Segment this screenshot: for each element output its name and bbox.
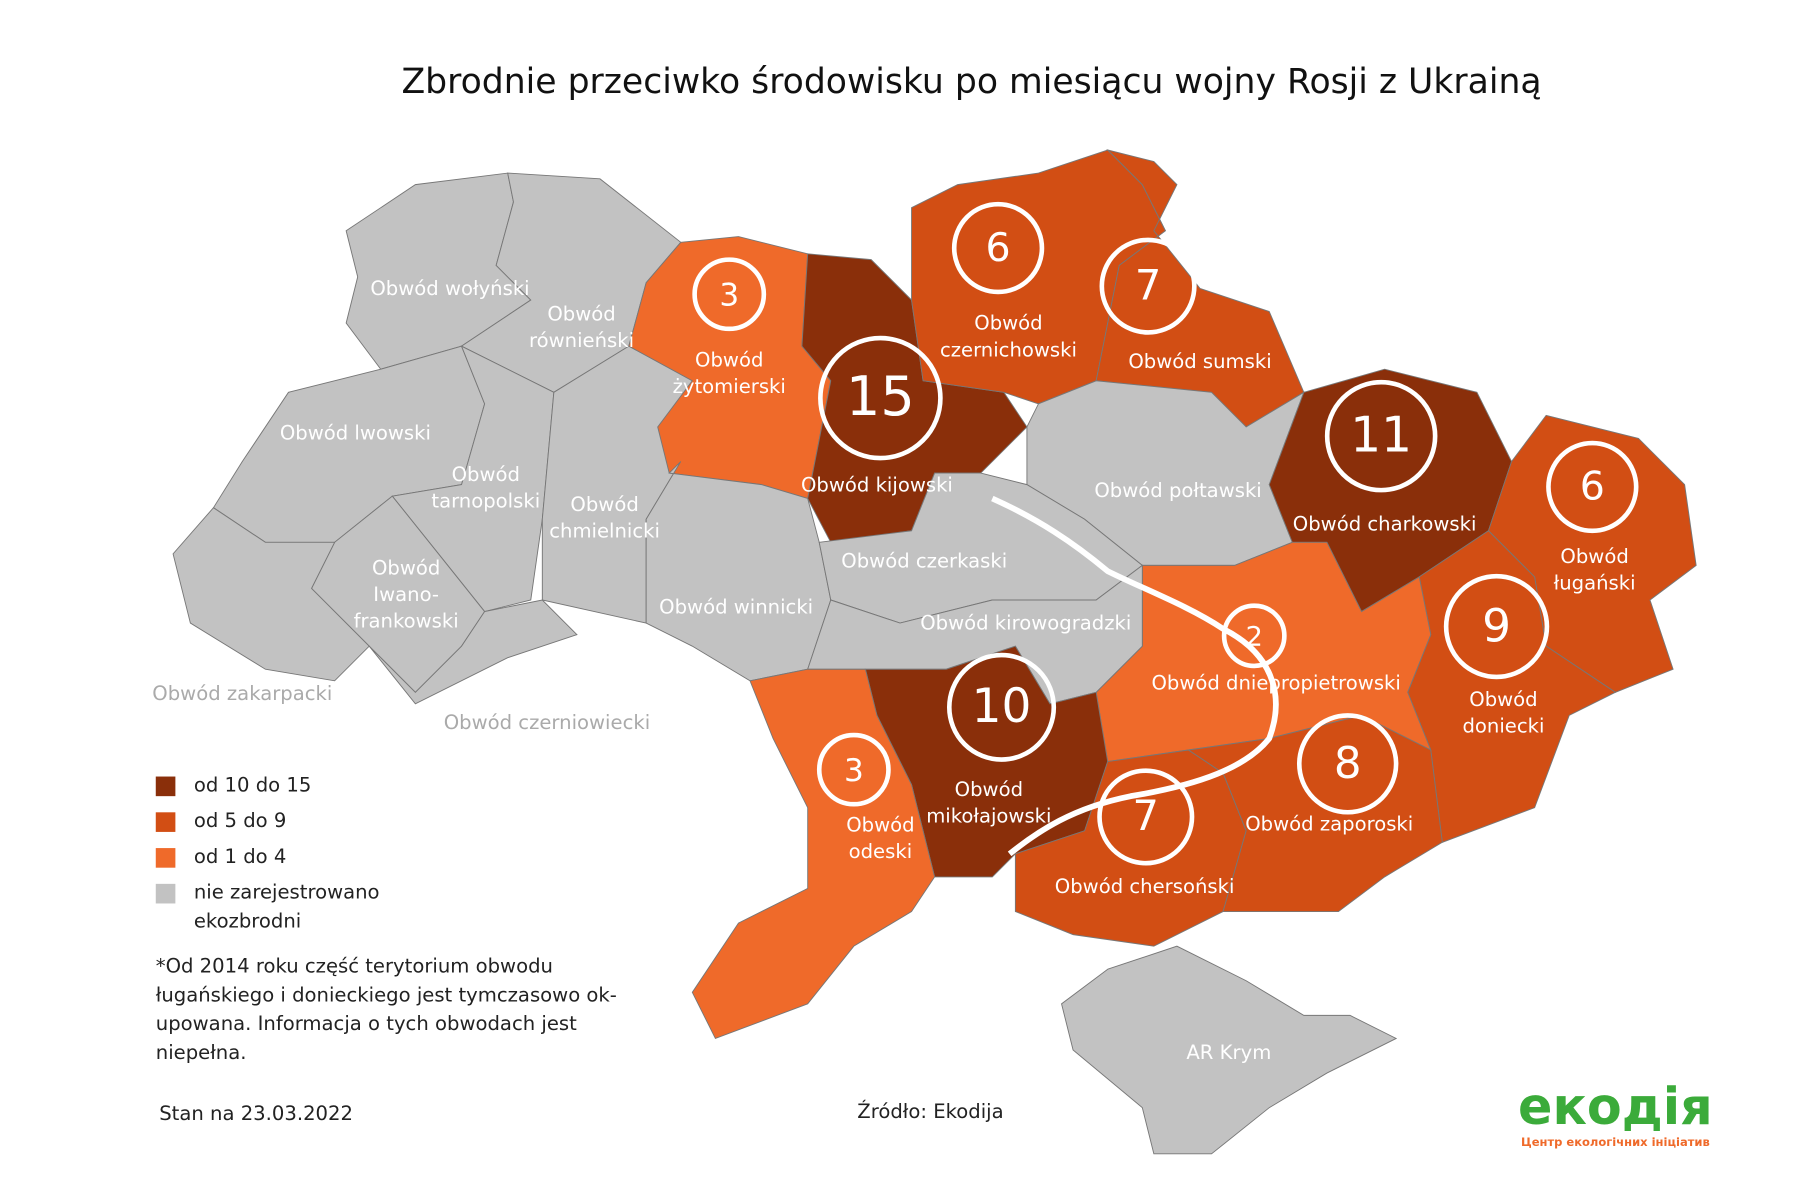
count-circle: [816, 732, 891, 807]
note-line: *Od 2014 roku część terytorium obwodu: [156, 954, 553, 977]
region-label: Obwód kirowogradzki: [920, 612, 1131, 635]
region-label: tarnopolski: [431, 489, 540, 512]
region-label: Obwód: [1560, 545, 1628, 568]
labels: Obwód wołyński Obwód równieński Obwód lwows…: [152, 201, 1639, 1064]
region-label: Obwód czerkaski: [841, 549, 1007, 572]
region-label: żytomierski: [673, 375, 786, 398]
region-label: AR Krym: [1186, 1041, 1271, 1064]
count-label: 10: [972, 679, 1032, 734]
region-label: chmielnicki: [549, 519, 660, 542]
region-label: frankowski: [354, 609, 459, 632]
region-label: Obwód kijowski: [801, 473, 953, 496]
count-circle: [1099, 237, 1197, 335]
count-label: 2: [1246, 622, 1263, 653]
region-label: Iwano-: [373, 583, 439, 606]
region-label: Obwód winnicki: [659, 596, 813, 619]
legend: od 10 do 15 od 5 do 9 od 1 do 4 nie zarejes…: [155, 773, 380, 932]
count-label: 6: [1580, 464, 1605, 510]
region-label: Obwód chersoński: [1055, 875, 1235, 898]
count-circle: [1546, 440, 1639, 534]
count-circle: [946, 652, 1057, 762]
region-label: ługański: [1554, 571, 1636, 594]
region-label: Obwód połtawski: [1094, 479, 1261, 502]
source: Źródło: Ekodija: [857, 1100, 1003, 1123]
region-label: Obwód dniepropietrowski: [1151, 672, 1400, 695]
legend-swatch: [155, 776, 176, 797]
count-label: 8: [1334, 739, 1362, 789]
count-label: 11: [1350, 407, 1412, 463]
legend-swatch: [155, 812, 176, 832]
logo-tagline: Центр екологічних ініціатив: [1521, 1135, 1710, 1149]
region-label: Obwód charkowski: [1293, 513, 1477, 536]
region-label: równieński: [529, 329, 634, 352]
count-label: 3: [844, 753, 864, 789]
region: [1187, 714, 1443, 912]
legend-label: od 1 do 4: [194, 845, 287, 868]
region-label: mikołajowski: [926, 804, 1051, 827]
region-label: Obwód: [955, 778, 1023, 801]
legend-label: nie zarejestrowano: [194, 881, 380, 904]
count-label: 7: [1135, 260, 1161, 309]
region-label: Obwód zakarpacki: [152, 682, 332, 705]
note-line: ługańskiego i donieckiego jest tymczasow…: [156, 983, 617, 1006]
count-label: 9: [1482, 599, 1511, 652]
region: [368, 599, 578, 705]
region-label: Obwód: [570, 493, 638, 516]
count-circle: [1296, 713, 1399, 815]
count-circle: [1221, 603, 1287, 669]
region: [691, 668, 936, 1040]
legend-label: ekozbrodni: [194, 909, 301, 932]
count-circle: [951, 201, 1045, 295]
count-circle: [1097, 768, 1195, 866]
region-label: Obwód: [1469, 688, 1537, 711]
count-label: 3: [719, 278, 739, 314]
region-label: Obwód wołyński: [370, 277, 529, 300]
region-label: Obwód: [372, 556, 440, 579]
region-label: Obwód zaporoski: [1245, 813, 1413, 836]
count-circle: [1324, 379, 1438, 493]
count-label: 6: [986, 225, 1011, 271]
region-label: doniecki: [1462, 714, 1544, 737]
count-circle: [818, 335, 943, 461]
region-label: Obwód: [695, 349, 763, 372]
region-label: Obwód: [974, 312, 1042, 335]
count-label: 15: [846, 365, 915, 428]
region-label: Obwód sumski: [1128, 350, 1271, 373]
count-label: 7: [1133, 791, 1159, 840]
region: [1061, 945, 1398, 1155]
logo: екодія: [1518, 1077, 1713, 1136]
region-label: Obwód: [547, 303, 615, 326]
region-label: Obwód: [452, 463, 520, 486]
regions: [172, 149, 1697, 1155]
region-label: Obwód czerniowiecki: [444, 711, 650, 734]
river: [991, 495, 1279, 857]
note-line: upowana. Informacja o tych obwodach jest: [156, 1012, 577, 1035]
count-circle: [692, 257, 767, 332]
note-line: niepełna.: [156, 1041, 247, 1064]
region: [172, 507, 370, 682]
legend-swatch: [155, 883, 176, 904]
title: Zbrodnie przeciwko środowisku po miesiąc…: [401, 62, 1541, 102]
legend-label: od 10 do 15: [194, 773, 311, 796]
region-label: czernichowski: [940, 338, 1077, 361]
region-label: Obwód lwowski: [280, 421, 431, 444]
count-circle: [1443, 573, 1550, 680]
legend-label: od 5 do 9: [194, 809, 287, 832]
date: Stan na 23.03.2022: [159, 1102, 353, 1125]
region-label: Obwód: [846, 814, 914, 837]
region-label: odeski: [849, 840, 913, 863]
legend-swatch: [155, 848, 176, 868]
